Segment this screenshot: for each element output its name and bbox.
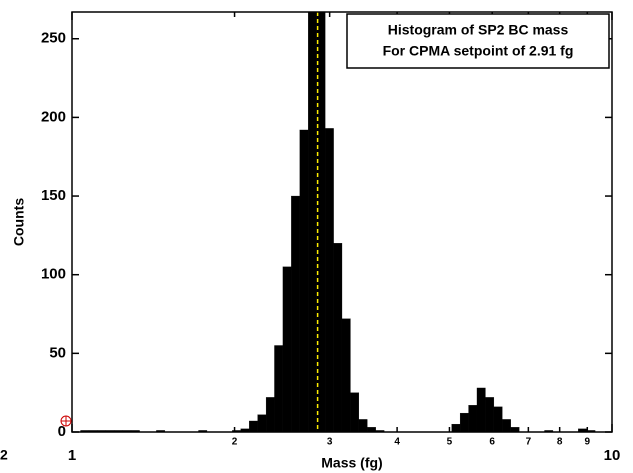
x-tick-label: 8 [557, 437, 563, 448]
bar [459, 412, 469, 432]
bar [358, 419, 368, 432]
y-tick-label: 0 [58, 423, 66, 440]
marker [60, 415, 72, 427]
x-tick-label: 5 [447, 437, 453, 448]
y-tick-label: 250 [41, 30, 66, 47]
bar [502, 419, 511, 432]
bar [451, 423, 461, 432]
title-box [346, 13, 610, 69]
bar [198, 430, 208, 432]
y-tick-label: 200 [41, 108, 66, 125]
bar [308, 12, 317, 432]
y-axis-label: Counts [11, 198, 27, 246]
bar [341, 318, 351, 432]
bar [468, 405, 478, 432]
bar [257, 414, 267, 432]
bar [485, 397, 495, 432]
bar [299, 129, 309, 432]
bar [249, 420, 258, 432]
bar [333, 243, 343, 432]
y-tick-label: 100 [41, 266, 66, 283]
plot-frame [71, 11, 613, 433]
bar [274, 345, 284, 432]
x-tick-label: 4 [394, 437, 400, 448]
bar [476, 387, 486, 432]
bar [544, 430, 554, 432]
chart-title: Histogram of SP2 BC mass [388, 22, 569, 38]
bar [291, 195, 300, 432]
x-tick-label: 7 [526, 437, 532, 448]
bar [493, 406, 503, 432]
bar [156, 430, 166, 432]
bar [282, 266, 292, 432]
x-tick-label: 9 [585, 437, 591, 448]
y-tick-label: 50 [49, 344, 66, 361]
bar [350, 392, 360, 432]
chart-subtitle: For CPMA setpoint of 2.91 fg [383, 43, 574, 59]
bar [265, 397, 275, 432]
bar [324, 128, 334, 432]
x-tick-label: 2 [232, 437, 238, 448]
x-tick-label: 3 [327, 437, 333, 448]
axes: 0 50 100 150 200 250 1 2 3 4 5 6 7 8 9 10 [41, 12, 620, 464]
edge-text: 2 [0, 447, 8, 463]
bar [375, 430, 385, 432]
x-tick-label: 10 [604, 447, 621, 464]
x-tick-label: 1 [68, 447, 76, 464]
bar [130, 430, 140, 432]
y-tick-label: 150 [41, 187, 66, 204]
x-axis-label: Mass (fg) [321, 455, 382, 471]
x-tick-label: 6 [489, 437, 495, 448]
bars [80, 12, 596, 432]
